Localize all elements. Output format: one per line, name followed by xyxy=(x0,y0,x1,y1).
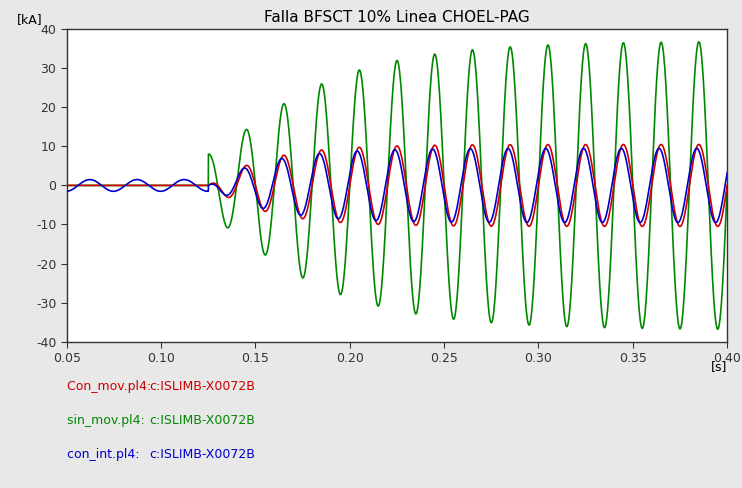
Text: Con_mov.pl4:: Con_mov.pl4: xyxy=(67,380,155,393)
Text: con_int.pl4:: con_int.pl4: xyxy=(67,448,143,461)
Title: Falla BFSCT 10% Linea CHOEL-PAG: Falla BFSCT 10% Linea CHOEL-PAG xyxy=(264,10,530,25)
Text: [kA]: [kA] xyxy=(17,13,43,26)
Text: c:ISLIMB-X0072B: c:ISLIMB-X0072B xyxy=(149,380,255,393)
Text: [s]: [s] xyxy=(711,360,727,373)
Text: c:ISLIMB-X0072B: c:ISLIMB-X0072B xyxy=(149,414,255,427)
Text: sin_mov.pl4:: sin_mov.pl4: xyxy=(67,414,148,427)
Text: c:ISLIMB-X0072B: c:ISLIMB-X0072B xyxy=(149,448,255,461)
